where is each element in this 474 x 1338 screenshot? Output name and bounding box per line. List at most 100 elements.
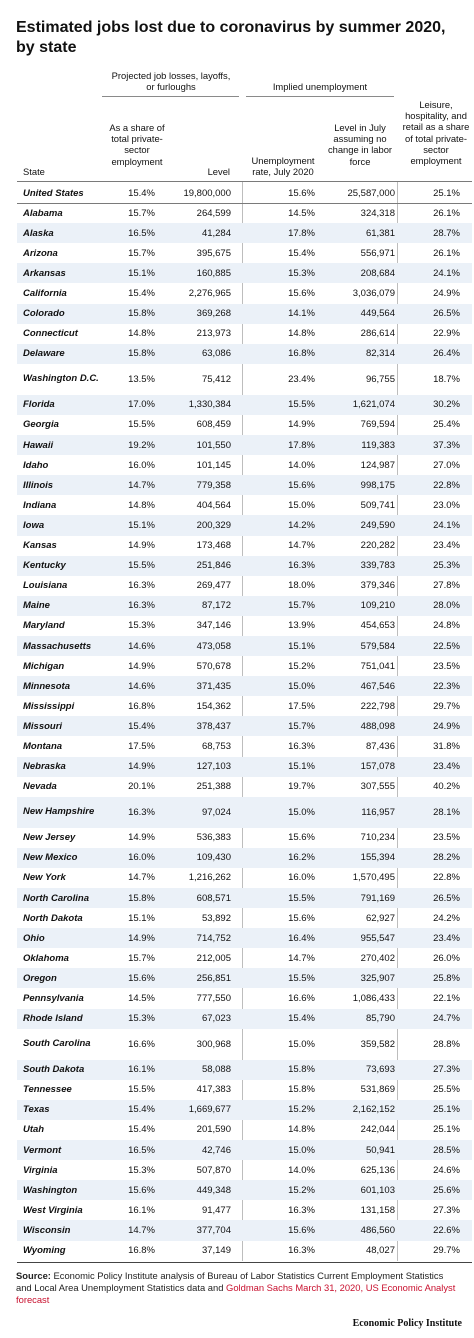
state-cell: Iowa xyxy=(17,515,103,536)
share-cell: 15.8% xyxy=(103,888,165,909)
share-cell: 15.4% xyxy=(103,1099,165,1120)
table-row: South Carolina 16.6% 300,968 15.0% 359,582 28… xyxy=(17,1029,472,1060)
table-row: Utah 15.4% 201,590 14.8% 242,044 25.1% xyxy=(17,1120,472,1140)
july-level-cell: 50,941 xyxy=(329,1140,405,1161)
rate-cell: 15.7% xyxy=(243,716,329,737)
july-level-cell: 116,957 xyxy=(329,796,405,828)
rate-cell: 14.2% xyxy=(243,515,329,536)
july-level-cell: 73,693 xyxy=(329,1059,405,1080)
state-cell: Missouri xyxy=(17,716,103,737)
source-note: Source: Economic Policy Institute analys… xyxy=(16,1270,460,1307)
source-link[interactable]: Goldman Sachs March 31, 2020, US Economi… xyxy=(16,1282,456,1306)
leisure-cell: 28.7% xyxy=(405,223,472,244)
share-cell: 15.6% xyxy=(103,968,165,989)
table-row: Ohio 14.9% 714,752 16.4% 955,547 23.4% xyxy=(17,928,472,949)
leisure-cell: 28.5% xyxy=(405,1140,472,1161)
leisure-cell: 25.3% xyxy=(405,555,472,576)
table-row: Nevada 20.1% 251,388 19.7% 307,555 40.2% xyxy=(17,777,472,797)
state-cell: North Carolina xyxy=(17,888,103,909)
state-cell: Rhode Island xyxy=(17,1008,103,1029)
share-cell: 14.6% xyxy=(103,676,165,697)
share-cell: 15.5% xyxy=(128,419,155,431)
rate-cell: 15.0% xyxy=(288,1038,315,1050)
leisure-cell: 22.9% xyxy=(433,328,460,340)
state-cell: Connecticut xyxy=(23,328,78,340)
state-cell: North Dakota xyxy=(23,912,83,924)
leisure-cell: 28.8% xyxy=(433,1038,460,1050)
table-row: Montana 17.5% 68,753 16.3% 87,436 31.8% xyxy=(17,736,472,756)
level-cell: 87,172 xyxy=(165,595,243,616)
header-group-implied: Implied unemployment xyxy=(272,81,368,92)
share-cell: 16.5% xyxy=(103,223,165,244)
table-row: Rhode Island 15.3% 67,023 15.4% 85,790 24.7% xyxy=(17,1008,472,1029)
level-cell: 251,846 xyxy=(165,555,243,576)
leisure-cell: 26.5% xyxy=(405,888,472,909)
rate-cell: 16.3% xyxy=(288,1204,315,1216)
state-cell: Washington xyxy=(17,1180,103,1201)
leisure-cell: 26.1% xyxy=(433,207,460,219)
state-cell: Nebraska xyxy=(17,756,103,777)
july-level-cell: 48,027 xyxy=(365,1245,395,1257)
rate-cell: 17.5% xyxy=(288,700,315,712)
jobs-lost-table: United States 15.4% 19,800,000 15.6% 25,… xyxy=(17,183,472,1261)
rate-cell: 15.7% xyxy=(243,595,329,616)
leisure-cell: 24.6% xyxy=(433,1164,460,1176)
july-level-cell: 208,684 xyxy=(329,263,405,284)
leisure-cell: 23.4% xyxy=(405,928,472,949)
july-level-cell: 625,136 xyxy=(360,1164,395,1176)
share-cell: 14.8% xyxy=(128,328,155,340)
share-cell: 16.1% xyxy=(103,1059,165,1080)
header-bottom-rule xyxy=(17,181,472,182)
leisure-cell: 23.5% xyxy=(433,832,460,844)
table-row: Minnesota 14.6% 371,435 15.0% 467,546 22.3% xyxy=(17,676,472,697)
level-cell: 1,330,384 xyxy=(165,394,243,415)
state-cell: Indiana xyxy=(23,499,57,511)
leisure-cell: 25.1% xyxy=(433,1124,460,1136)
leisure-cell: 29.7% xyxy=(433,1245,460,1257)
leisure-cell: 27.8% xyxy=(433,580,460,592)
leisure-cell: 24.9% xyxy=(405,716,472,737)
state-cell: West Virginia xyxy=(23,1204,83,1216)
level-cell: 395,675 xyxy=(196,247,231,259)
rate-cell: 23.4% xyxy=(288,373,315,385)
rate-cell: 17.8% xyxy=(243,223,329,244)
level-cell: 377,704 xyxy=(165,1220,243,1241)
level-cell: 200,329 xyxy=(165,515,243,536)
state-cell: South Carolina xyxy=(23,1037,91,1049)
rate-cell: 15.4% xyxy=(243,1008,329,1029)
table-row: Wisconsin 14.7% 377,704 15.6% 486,560 22.6% xyxy=(17,1220,472,1241)
state-cell: New Jersey xyxy=(23,832,76,844)
rate-cell: 16.3% xyxy=(288,740,315,752)
share-cell: 17.0% xyxy=(103,394,165,415)
state-cell: South Dakota xyxy=(17,1059,103,1080)
share-cell: 16.3% xyxy=(103,595,165,616)
share-cell: 15.7% xyxy=(128,207,155,219)
level-cell: 608,571 xyxy=(165,888,243,909)
table-row: Louisiana 16.3% 269,477 18.0% 379,346 27.8% xyxy=(17,576,472,596)
state-cell: Louisiana xyxy=(23,580,68,592)
leisure-cell: 24.2% xyxy=(433,912,460,924)
share-cell: 15.5% xyxy=(103,555,165,576)
share-cell: 14.9% xyxy=(103,928,165,949)
july-level-cell: 1,570,495 xyxy=(352,872,395,884)
state-cell: Arkansas xyxy=(17,263,103,284)
rate-cell: 13.9% xyxy=(288,620,315,632)
leisure-cell: 25.6% xyxy=(405,1180,472,1201)
level-cell: 68,753 xyxy=(201,740,231,752)
rate-cell: 15.0% xyxy=(243,1140,329,1161)
leisure-cell: 28.2% xyxy=(405,847,472,868)
level-cell: 91,477 xyxy=(201,1204,231,1216)
state-cell: Wisconsin xyxy=(17,1220,103,1241)
rate-cell: 16.0% xyxy=(288,872,315,884)
rate-cell: 16.2% xyxy=(243,847,329,868)
level-cell: 300,968 xyxy=(196,1038,231,1050)
rate-cell: 15.6% xyxy=(288,832,315,844)
rate-cell: 15.0% xyxy=(288,499,315,511)
rate-cell: 14.1% xyxy=(243,303,329,324)
rate-cell: 15.6% xyxy=(288,912,315,924)
us-row-rule xyxy=(17,203,472,204)
leisure-cell: 30.2% xyxy=(405,394,472,415)
july-level-cell: 791,169 xyxy=(329,888,405,909)
july-level-cell: 87,436 xyxy=(365,740,395,752)
rate-cell: 17.8% xyxy=(243,435,329,456)
